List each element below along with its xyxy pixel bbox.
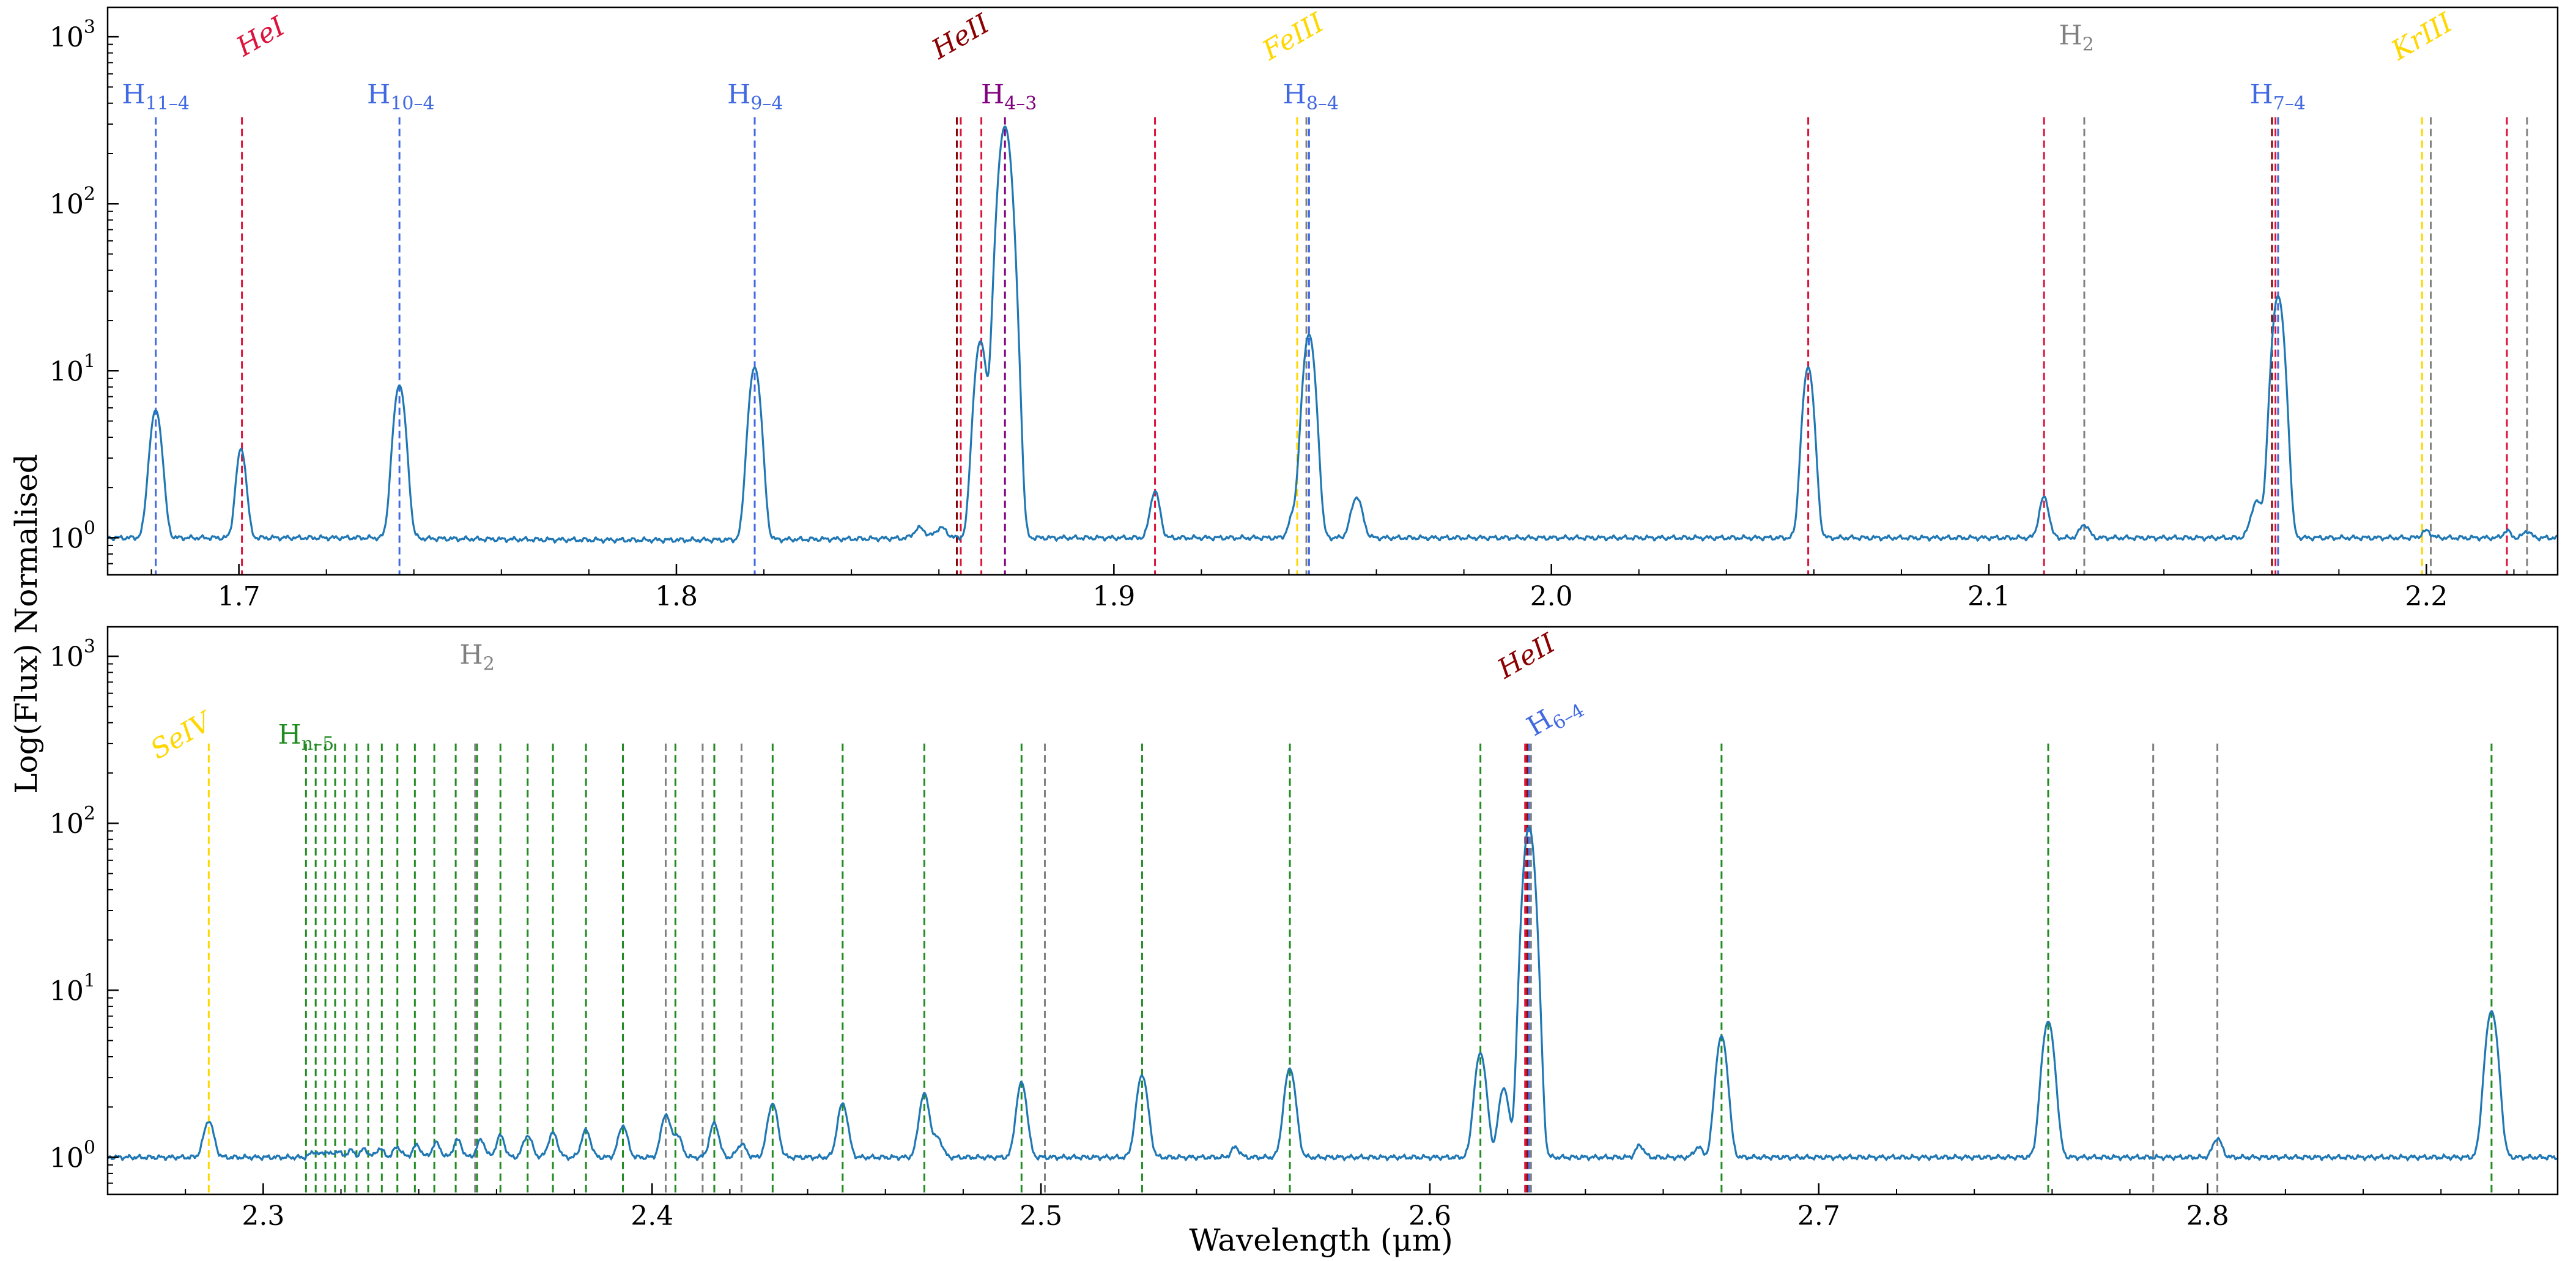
spectrum-line [108,125,2558,544]
y-tick-label: 101 [50,970,95,1007]
y-tick-label: 102 [50,183,95,220]
x-tick-label: 1.8 [655,581,698,612]
reference-lines [207,743,2493,1194]
x-tick-label: 2.3 [242,1200,284,1232]
y-tick-label: 103 [50,636,95,673]
x-tick-label: 1.7 [218,581,261,612]
x-tick-label: 2.6 [1408,1200,1451,1232]
y-tick-label: 103 [50,17,95,53]
annotation-h94: H9–4 [727,79,783,114]
x-tick-label: 2.5 [1020,1200,1062,1232]
annotation-hn5: Hn–5 [278,719,334,755]
reference-lines [155,117,2528,575]
annotation-h2: H2 [2059,20,2093,56]
annotation-heii: HeII [1492,627,1561,685]
x-tick-label: 2.0 [1530,581,1573,612]
annotation-h43: H4–3 [981,79,1037,114]
x-tick-label: 2.4 [631,1200,673,1232]
annotation-h74: H7–4 [2249,79,2306,114]
y-tick-label: 100 [50,517,95,554]
annotation-h64: H6–4 [1522,687,1588,746]
x-axis-label: Wavelength (μm) [1189,1222,1453,1258]
y-tick-label: 100 [50,1137,95,1174]
y-tick-label: 102 [50,803,95,840]
x-tick-label: 2.2 [2405,581,2448,612]
x-tick-label: 2.8 [2186,1200,2229,1232]
y-axis-label: Log(Flux) Normalised [9,454,44,794]
x-tick-label: 2.7 [1797,1200,1840,1232]
annotation-h84: H8–4 [1282,79,1339,114]
x-tick-label: 1.9 [1092,581,1135,612]
annotation-kriii: KrIII [2386,7,2459,67]
spectrum-line [108,826,2558,1162]
annotation-h2: H2 [459,640,494,675]
annotation-feiii: FeIII [1257,7,1330,67]
annotation-heii: HeII [926,7,996,65]
annotation-h114: H11–4 [122,79,190,114]
y-tick-label: 101 [50,350,95,387]
annotation-hei: HeI [231,10,291,63]
annotation-h104: H10–4 [367,79,435,114]
x-tick-label: 2.1 [1967,581,2010,612]
top-panel: H11–4 HeI H10–4 H9–4 HeII H4–3 FeIII H8–4 H2 H7–4… [50,7,2559,612]
